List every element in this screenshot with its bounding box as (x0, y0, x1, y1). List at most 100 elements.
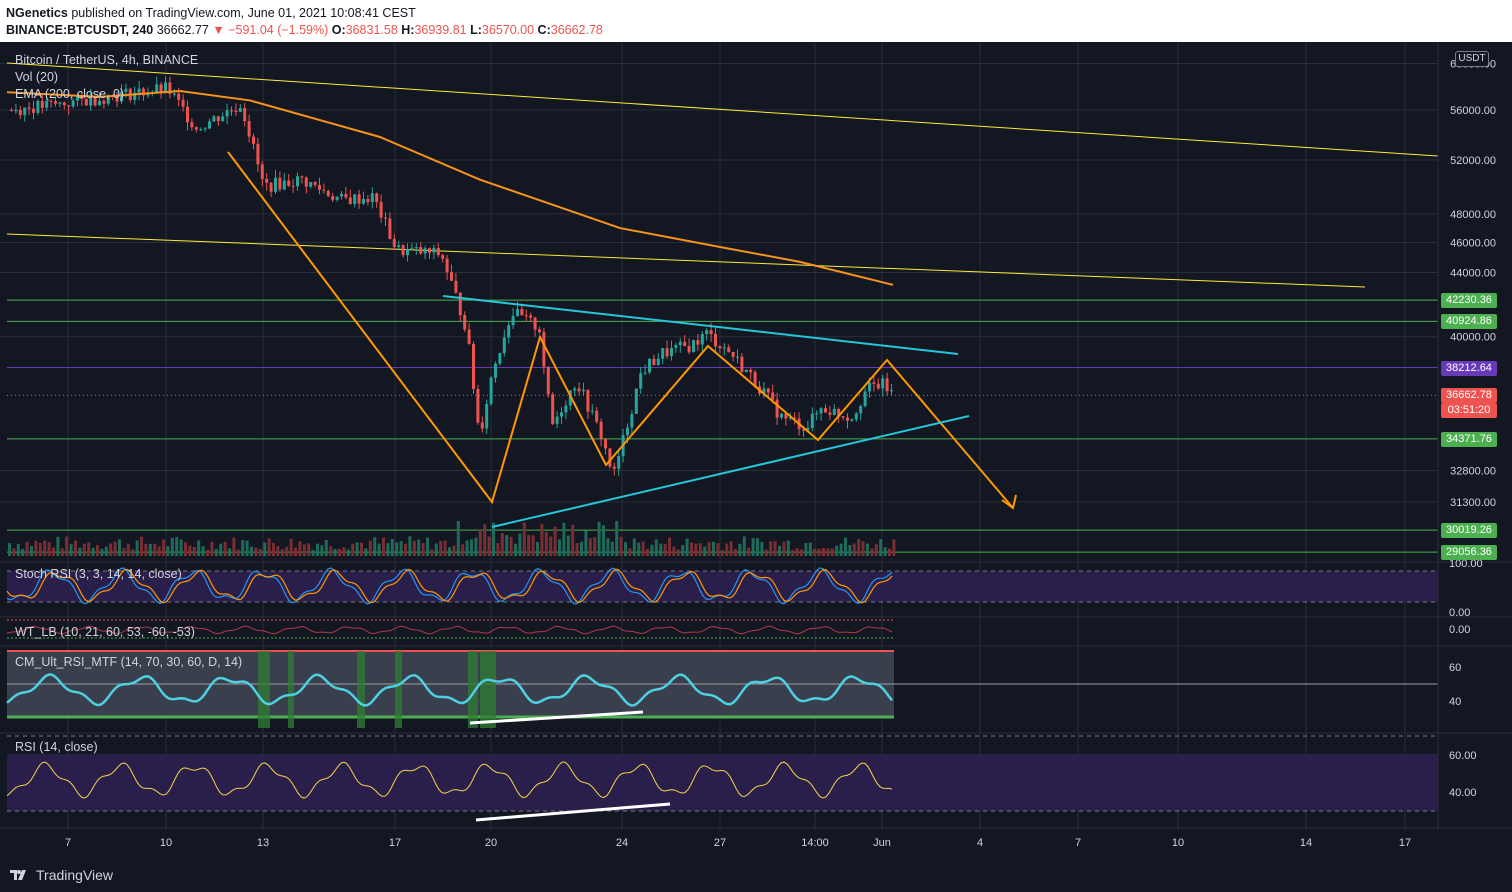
volume-bar (553, 526, 557, 556)
candle-body (714, 333, 717, 347)
volume-bar (668, 537, 671, 556)
volume-bar (830, 548, 834, 556)
candle-body (705, 330, 709, 335)
volume-bar (377, 543, 381, 556)
candle-body (511, 315, 515, 326)
candle-body (234, 110, 238, 112)
legend-ema[interactable]: EMA (200, close, 0) (15, 87, 125, 101)
candle-body (331, 196, 335, 200)
volume-bar (465, 540, 469, 556)
cyan-resistance-line (442, 295, 959, 355)
candle-body (384, 217, 387, 219)
publication-line: NGenetics published on TradingView.com, … (6, 6, 416, 20)
candle-body (577, 388, 581, 392)
volume-bar (747, 547, 751, 556)
candle-body (516, 309, 519, 316)
volume-bar (210, 541, 214, 556)
footer: TradingView (0, 858, 1512, 892)
volume-bar (439, 540, 443, 556)
candle-body (498, 353, 502, 364)
candle-body (872, 382, 876, 384)
volume-bar (734, 548, 737, 556)
candle-body (177, 93, 181, 100)
volume-bar (844, 537, 847, 556)
volume-bar (509, 536, 513, 556)
price-badge: 34371.76 (1441, 431, 1497, 447)
legend-symbol-title[interactable]: Bitcoin / TetherUS, 4h, BINANCE (15, 53, 199, 67)
candle-body (348, 197, 352, 205)
currency-button[interactable]: USDT (1455, 51, 1489, 67)
volume-bar (725, 543, 729, 556)
rsi-title[interactable]: RSI (14, close) (15, 740, 98, 754)
volume-bar (206, 549, 209, 556)
volume-bar (408, 536, 412, 556)
candle-body (639, 373, 643, 389)
candle-body (397, 245, 401, 247)
volume-bar (778, 545, 781, 556)
candle-body (142, 88, 145, 96)
volume-bar (531, 535, 535, 556)
candle-body (775, 399, 779, 418)
volume-bar (800, 549, 803, 556)
time-tick-label: 7 (65, 837, 71, 849)
volume-bar (329, 546, 333, 556)
stoch-k-line (6, 567, 893, 605)
volume-bar (404, 543, 407, 556)
candle-body (485, 403, 489, 429)
chart-canvas[interactable]: 710131720242714:00Jun4710141760000.00560… (0, 42, 1512, 858)
zigzag-pattern (227, 151, 1014, 509)
candle-body (854, 413, 858, 420)
volume-bar (412, 540, 416, 556)
candle-body (595, 410, 599, 422)
candle-body (71, 100, 75, 107)
volume-bar (848, 544, 852, 556)
volume-bar (624, 542, 627, 556)
stoch-rsi-title[interactable]: Stoch RSI (3, 3, 14, 14, close) (15, 567, 182, 581)
candle-body (344, 194, 348, 198)
volume-bar (346, 549, 350, 556)
volume-bar (764, 549, 768, 556)
volume-bar (632, 538, 636, 556)
candle-body (137, 88, 141, 93)
open-value: 36831.58 (345, 23, 398, 37)
wt-line (6, 625, 893, 635)
volume-bar (883, 547, 887, 556)
volume-bar (487, 536, 491, 556)
candle-body (766, 388, 770, 393)
candle-body (582, 389, 585, 392)
candle-body (450, 272, 453, 281)
volume-bar (21, 548, 25, 556)
volume-bar (399, 541, 403, 556)
time-tick-label: 17 (1399, 837, 1411, 849)
candle-body (841, 416, 845, 418)
candle-body (802, 429, 805, 431)
volume-bar (74, 540, 77, 556)
main-legend: Bitcoin / TetherUS, 4h, BINANCE Vol (20)… (15, 52, 198, 103)
wt-lb-title[interactable]: WT_LB (10, 21, 60, 53, -60, -53) (15, 625, 195, 639)
candle-body (313, 182, 317, 185)
stoch-band (7, 571, 1438, 602)
time-tick-label: 7 (1075, 837, 1081, 849)
price-change: ▼ −591.04 (−1.59%) (212, 23, 329, 37)
volume-bar (342, 547, 346, 556)
volume-bar (593, 537, 597, 556)
legend-volume[interactable]: Vol (20) (15, 70, 59, 84)
volume-bar (492, 522, 495, 556)
volume-bar (294, 547, 297, 556)
volume-bar (782, 541, 786, 556)
candle-body (392, 239, 396, 247)
cm-oversold-highlight (288, 651, 294, 728)
volume-bar (258, 548, 262, 556)
candle-body (885, 378, 889, 392)
volume-bar (892, 539, 896, 556)
cm-ult-rsi-title[interactable]: CM_Ult_RSI_MTF (14, 70, 30, 60, D, 14) (15, 655, 243, 669)
candle-body (876, 383, 880, 389)
volume-bar (263, 542, 267, 556)
volume-bar (549, 536, 553, 556)
tradingview-brand[interactable]: TradingView (36, 867, 114, 883)
candle-body (45, 100, 49, 108)
rsi-line (6, 761, 893, 799)
candle-body (353, 194, 357, 205)
candle-body (626, 427, 629, 436)
volume-bar (571, 524, 575, 556)
